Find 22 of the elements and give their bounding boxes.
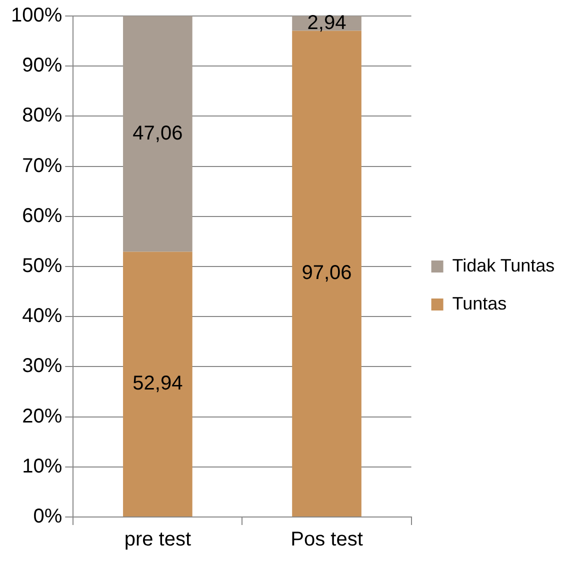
data-label: 52,94: [132, 372, 183, 395]
bar: [123, 16, 192, 252]
data-label: 2,94: [307, 12, 346, 34]
legend-label: Tidak Tuntas: [452, 255, 555, 276]
data-label: 47,06: [132, 122, 183, 144]
data-label: 97,06: [302, 262, 352, 284]
y-tick-label: 60%: [22, 204, 62, 227]
bar: [292, 30, 362, 516]
legend-label: Tuntas: [452, 293, 507, 314]
bar: [123, 252, 192, 516]
y-tick-label: 10%: [22, 455, 62, 478]
x-tick-label: pre test: [124, 528, 192, 551]
y-tick-label: 30%: [22, 355, 62, 378]
y-tick-label: 90%: [22, 54, 62, 77]
y-tick-label: 0%: [33, 506, 62, 528]
y-tick-label: 80%: [22, 104, 62, 127]
y-tick-label: 20%: [22, 405, 62, 428]
y-tick-label: 50%: [22, 255, 62, 278]
x-tick-label: Pos test: [290, 528, 364, 551]
y-tick-label: 40%: [22, 305, 62, 328]
y-tick-label: 70%: [22, 154, 62, 177]
y-tick-label: 100%: [10, 4, 62, 27]
